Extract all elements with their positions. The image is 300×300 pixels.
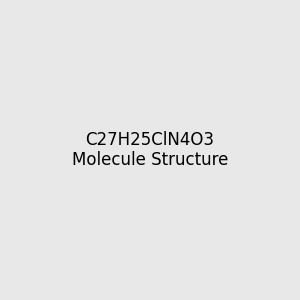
- Text: C27H25ClN4O3
Molecule Structure: C27H25ClN4O3 Molecule Structure: [72, 130, 228, 170]
